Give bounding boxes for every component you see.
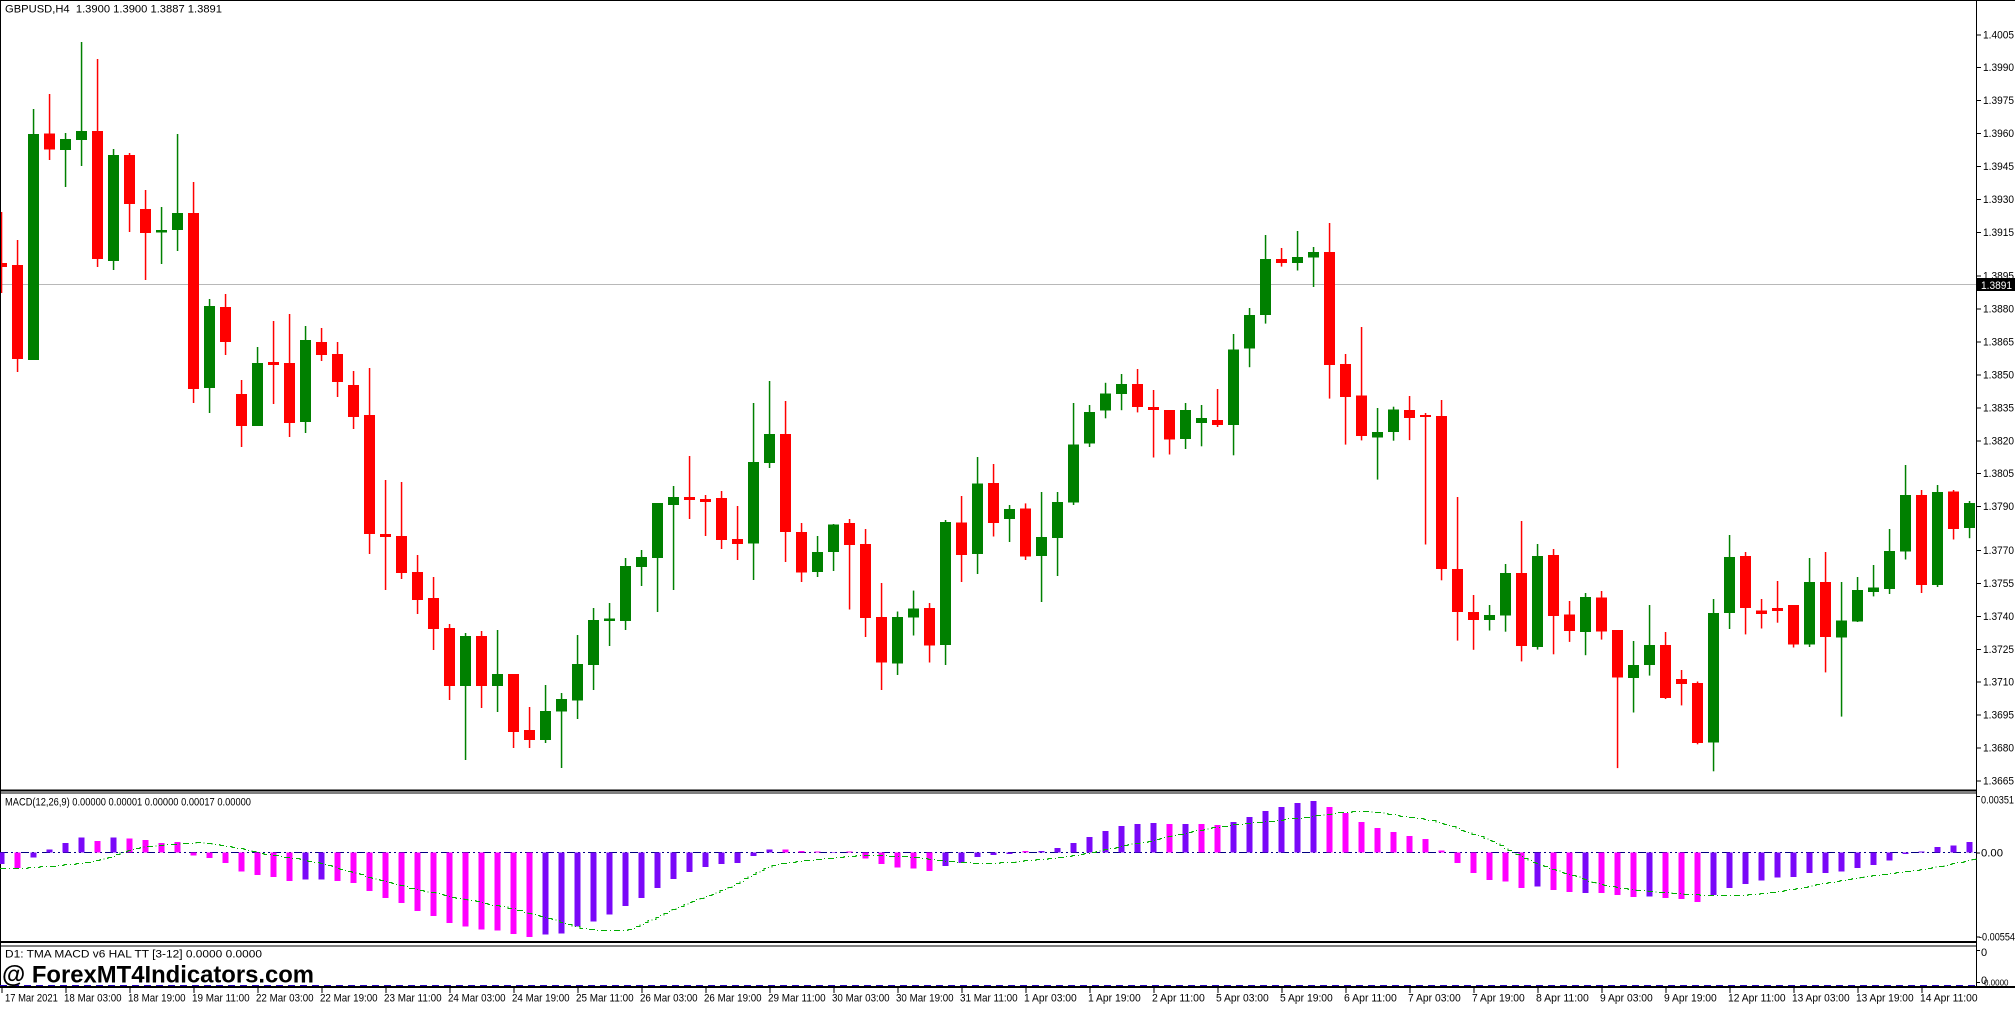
svg-text:1.3740: 1.3740: [1983, 611, 2014, 623]
svg-text:26 Mar 03:00: 26 Mar 03:00: [640, 993, 698, 1005]
svg-text:-0.00554: -0.00554: [1979, 932, 2015, 944]
svg-text:1.3960: 1.3960: [1983, 128, 2014, 140]
svg-text:9 Apr 03:00: 9 Apr 03:00: [1600, 993, 1653, 1005]
svg-text:9 Apr 19:00: 9 Apr 19:00: [1664, 993, 1717, 1005]
svg-text:1.4005: 1.4005: [1983, 29, 2014, 41]
svg-text:12 Apr 11:00: 12 Apr 11:00: [1728, 993, 1786, 1005]
svg-text:1.3755: 1.3755: [1983, 578, 2014, 590]
svg-text:22 Mar 03:00: 22 Mar 03:00: [256, 993, 314, 1005]
svg-text:24 Mar 03:00: 24 Mar 03:00: [448, 993, 506, 1005]
svg-text:1.3790: 1.3790: [1983, 501, 2014, 513]
svg-text:1.3835: 1.3835: [1983, 402, 2014, 414]
svg-text:30 Mar 19:00: 30 Mar 19:00: [896, 993, 954, 1005]
svg-text:GBPUSD,H4 1.3900 1.3900 1.388: GBPUSD,H4 1.3900 1.3900 1.3887 1.3891: [5, 4, 222, 16]
svg-text:1.3665: 1.3665: [1983, 776, 2014, 788]
svg-text:23 Mar 11:00: 23 Mar 11:00: [384, 993, 442, 1005]
svg-text:0.00351: 0.00351: [1981, 795, 2014, 807]
svg-text:0: 0: [1981, 947, 1987, 959]
svg-text:D1: TMA MACD v6 HAL TT [3-12]: D1: TMA MACD v6 HAL TT [3-12] 0.0000 0.0…: [5, 949, 262, 961]
svg-text:@ ForexMT4Indicators.com: @ ForexMT4Indicators.com: [2, 962, 314, 989]
svg-text:0: 0: [1981, 975, 1987, 987]
svg-text:1.3945: 1.3945: [1983, 161, 2014, 173]
svg-text:8 Apr 11:00: 8 Apr 11:00: [1536, 993, 1589, 1005]
svg-text:5 Apr 19:00: 5 Apr 19:00: [1280, 993, 1333, 1005]
svg-text:13 Apr 03:00: 13 Apr 03:00: [1792, 993, 1850, 1005]
svg-text:1 Apr 19:00: 1 Apr 19:00: [1088, 993, 1141, 1005]
svg-text:7 Apr 03:00: 7 Apr 03:00: [1408, 993, 1461, 1005]
svg-text:1.3820: 1.3820: [1983, 435, 2014, 447]
svg-text:1.3695: 1.3695: [1983, 710, 2014, 722]
svg-text:1.3710: 1.3710: [1983, 677, 2014, 689]
svg-text:1.3915: 1.3915: [1983, 227, 2014, 239]
svg-text:24 Mar 19:00: 24 Mar 19:00: [512, 993, 570, 1005]
svg-text:26 Mar 19:00: 26 Mar 19:00: [704, 993, 762, 1005]
svg-text:6 Apr 11:00: 6 Apr 11:00: [1344, 993, 1397, 1005]
svg-text:MACD(12,26,9) 0.00000 0.00001: MACD(12,26,9) 0.00000 0.00001 0.00000 0.…: [5, 797, 251, 809]
svg-text:13 Apr 19:00: 13 Apr 19:00: [1856, 993, 1914, 1005]
svg-text:1.3770: 1.3770: [1983, 545, 2014, 557]
svg-text:25 Mar 11:00: 25 Mar 11:00: [576, 993, 634, 1005]
svg-text:1.3975: 1.3975: [1983, 95, 2014, 107]
svg-text:30 Mar 03:00: 30 Mar 03:00: [832, 993, 890, 1005]
svg-text:1.3930: 1.3930: [1983, 194, 2014, 206]
svg-text:17 Mar 2021: 17 Mar 2021: [5, 993, 58, 1005]
svg-text:2 Apr 11:00: 2 Apr 11:00: [1152, 993, 1205, 1005]
svg-text:1.3805: 1.3805: [1983, 468, 2014, 480]
svg-text:18 Mar 19:00: 18 Mar 19:00: [128, 993, 186, 1005]
svg-text:1.3891: 1.3891: [1981, 280, 2012, 292]
svg-text:0.0000: 0.0000: [1984, 979, 2009, 988]
svg-text:7 Apr 19:00: 7 Apr 19:00: [1472, 993, 1525, 1005]
svg-text:1 Apr 03:00: 1 Apr 03:00: [1024, 993, 1077, 1005]
svg-text:1.3680: 1.3680: [1983, 743, 2014, 755]
svg-text:18 Mar 03:00: 18 Mar 03:00: [64, 993, 122, 1005]
svg-text:1.3990: 1.3990: [1983, 62, 2014, 74]
svg-text:22 Mar 19:00: 22 Mar 19:00: [320, 993, 378, 1005]
svg-text:1.3865: 1.3865: [1983, 337, 2014, 349]
svg-text:31 Mar 11:00: 31 Mar 11:00: [960, 993, 1018, 1005]
svg-text:5 Apr 03:00: 5 Apr 03:00: [1216, 993, 1269, 1005]
svg-text:14 Apr 11:00: 14 Apr 11:00: [1920, 993, 1978, 1005]
svg-text:1.3725: 1.3725: [1983, 644, 2014, 656]
svg-text:0.00: 0.00: [1981, 848, 2003, 860]
svg-text:29 Mar 11:00: 29 Mar 11:00: [768, 993, 826, 1005]
svg-text:1.3850: 1.3850: [1983, 370, 2014, 382]
svg-text:19 Mar 11:00: 19 Mar 11:00: [192, 993, 250, 1005]
svg-text:1.3880: 1.3880: [1983, 304, 2014, 316]
